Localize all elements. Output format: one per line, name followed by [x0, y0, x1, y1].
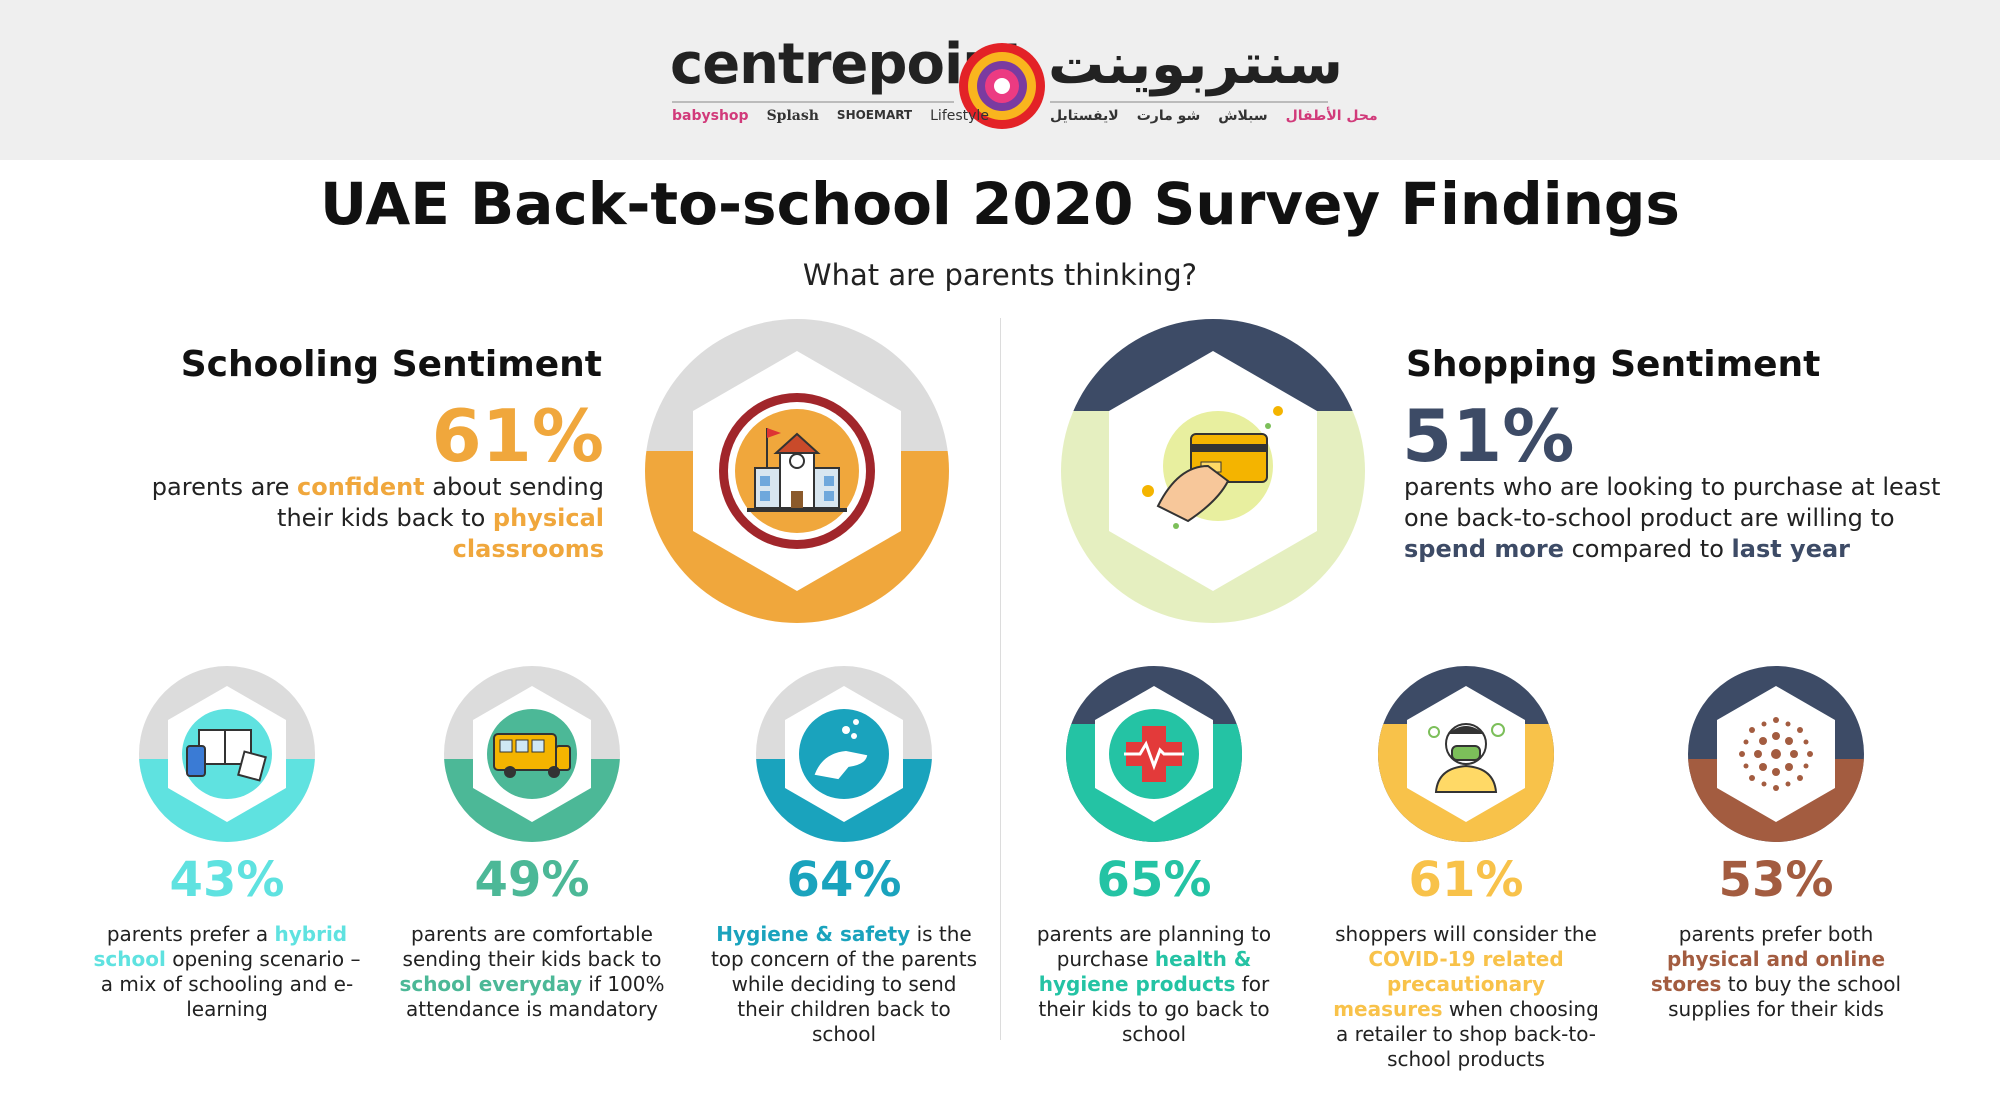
subbrands-ar: لايفستايل شو مارت سبلاش محل الأطفال: [1050, 108, 1378, 124]
stat-school-everyday-hex: [444, 666, 620, 842]
virus-dots-icon: [1739, 717, 1813, 791]
stat-text: when choosing a retailer to shop back-to…: [1335, 997, 1599, 1071]
stat-highlight: physical and online stores: [1650, 947, 1886, 996]
shopping-percent: 51%: [1402, 394, 1575, 478]
stat-text: for their kids to go back to school: [1038, 972, 1270, 1046]
medical-cross-icon: [1124, 726, 1184, 782]
subbrands-en: babyshop Splash SHOEMART Lifestyle: [672, 108, 989, 124]
stat-hybrid-percent: 43%: [169, 852, 285, 908]
stat-text: parents prefer a: [106, 922, 275, 946]
stat-covid-measures-hex: [1378, 666, 1554, 842]
stat-health-products-text: parents are planning to purchase health …: [1019, 922, 1289, 1047]
logo-underline-left: [672, 101, 954, 103]
stat-health-products-hex: [1066, 666, 1242, 842]
stat-highlight: COVID-19 related precautionary measures: [1333, 947, 1564, 1021]
stat-physical-online-percent: 53%: [1718, 852, 1834, 908]
schooling-description: parents are confident about sending thei…: [144, 472, 604, 565]
stat-hygiene-percent: 64%: [786, 852, 902, 908]
stat-covid-measures-text: shoppers will consider the COVID-19 rela…: [1331, 922, 1601, 1072]
shopping-text: parents who are looking to purchase at l…: [1404, 473, 1941, 532]
masked-person-icon: [1428, 723, 1505, 793]
centrepoint-logo-arabic: سنتربوينت: [1048, 32, 1343, 97]
stat-text: is the top concern of the parents while …: [710, 922, 978, 1046]
brand-ar-lifestyle: لايفستايل: [1050, 108, 1119, 124]
shopping-hex-graphic: [1061, 319, 1365, 623]
shopping-text-2: compared to: [1563, 535, 1732, 563]
payment-card-hand-icon: [1142, 406, 1283, 529]
shopping-heading: Shopping Sentiment: [1406, 344, 1821, 385]
stat-highlight: Hygiene & safety: [716, 922, 911, 946]
page-subtitle: What are parents thinking?: [802, 258, 1198, 292]
stat-hygiene-hex: [756, 666, 932, 842]
stat-text: if 100% attendance is mandatory: [405, 972, 665, 1021]
hand-wash-icon: [814, 719, 868, 780]
books-tablet-icon: [186, 729, 267, 782]
stat-text: parents are comfortable sending their ki…: [402, 922, 662, 971]
stat-text: to buy the school supplies for their kid…: [1668, 972, 1902, 1021]
stat-hybrid-text: parents prefer a hybrid school opening s…: [92, 922, 362, 1022]
brand-babyshop: babyshop: [672, 108, 749, 124]
stat-health-products-percent: 65%: [1096, 852, 1212, 908]
centrepoint-target-logo-icon: [959, 43, 1045, 129]
stat-covid-measures-percent: 61%: [1408, 852, 1524, 908]
stat-physical-online-text: parents prefer both physical and online …: [1641, 922, 1911, 1022]
brand-splash: Splash: [766, 108, 819, 124]
stat-physical-online-hex: [1688, 666, 1864, 842]
shopping-highlight-spend-more: spend more: [1404, 535, 1564, 563]
stat-hybrid-hex: [139, 666, 315, 842]
section-divider: [1000, 318, 1001, 1040]
school-bus-icon: [493, 733, 571, 778]
shopping-description: parents who are looking to purchase at l…: [1404, 472, 1944, 565]
brand-ar-babyshop: محل الأطفال: [1285, 108, 1378, 124]
schooling-percent: 61%: [431, 394, 604, 478]
brand-lifestyle: Lifestyle: [930, 108, 989, 124]
schooling-highlight-confident: confident: [297, 473, 425, 501]
stat-text: parents are planning to purchase: [1036, 922, 1272, 971]
schooling-text: parents are: [151, 473, 298, 501]
stat-highlight: hybrid school: [93, 922, 348, 971]
stat-highlight: health & hygiene products: [1038, 947, 1252, 996]
stat-school-everyday-text: parents are comfortable sending their ki…: [397, 922, 667, 1022]
brand-shoemart: SHOEMART: [836, 108, 913, 122]
schooling-hex-graphic: [645, 319, 949, 623]
schooling-text-2: about sending their kids back to: [277, 473, 604, 532]
stat-school-everyday-percent: 49%: [474, 852, 590, 908]
schooling-heading: Schooling Sentiment: [180, 344, 602, 385]
stat-hygiene-text: Hygiene & safety is the top concern of t…: [709, 922, 979, 1047]
school-building-icon: [747, 428, 847, 512]
shopping-highlight-last-year: last year: [1731, 535, 1851, 563]
stat-text: opening scenario – a mix of schooling an…: [100, 947, 361, 1021]
brand-ar-splash: سبلاش: [1218, 108, 1268, 124]
brand-ar-shoemart: شو مارت: [1136, 108, 1201, 124]
schooling-highlight-classrooms: physical classrooms: [452, 504, 604, 563]
page-title: UAE Back-to-school 2020 Survey Findings: [320, 170, 1680, 238]
stat-text: parents prefer both: [1678, 922, 1874, 946]
stat-highlight: school everyday: [399, 972, 583, 996]
stat-text: shoppers will consider the: [1335, 922, 1597, 946]
logo-underline-right: [1050, 101, 1328, 103]
